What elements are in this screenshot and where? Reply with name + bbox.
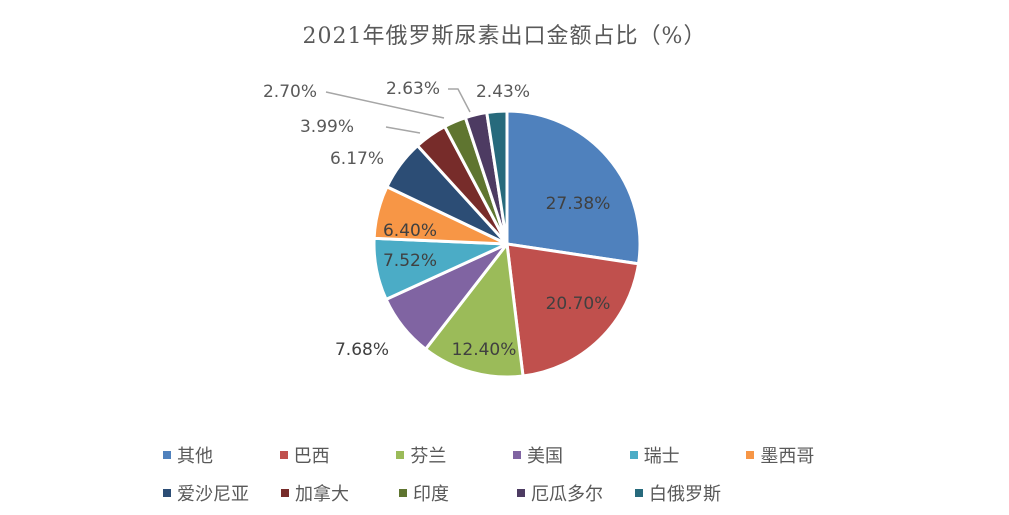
legend-swatch-icon <box>279 451 288 459</box>
pie-chart: 27.38% 20.70% 12.40% 7.68% 7.52% 6.40% 6.17% 3.… <box>263 79 642 379</box>
legend-swatch-icon <box>517 489 525 497</box>
legend-swatch-icon <box>281 489 289 497</box>
data-label: 12.40% <box>452 340 517 360</box>
legend-swatch-icon <box>513 451 522 459</box>
leader-line <box>448 88 471 113</box>
legend-item: 芬兰 <box>396 442 513 468</box>
data-label: 27.38% <box>546 194 611 214</box>
leader-line <box>385 126 421 134</box>
legend-label: 加拿大 <box>295 484 349 505</box>
pie-slice <box>505 242 641 378</box>
data-label: 2.70% <box>263 82 317 102</box>
legend-item: 厄瓜多尔 <box>517 480 635 506</box>
data-label: 6.40% <box>383 221 437 241</box>
legend-swatch-icon <box>399 489 407 497</box>
legend-row: 其他 巴西 芬兰 美国 瑞士 墨西哥 <box>163 436 863 474</box>
pie-slice <box>505 109 642 266</box>
legend-label: 爱沙尼亚 <box>177 484 249 505</box>
legend-item: 爱沙尼亚 <box>163 480 281 506</box>
legend-row: 爱沙尼亚 加拿大 印度 厄瓜多尔 白俄罗斯 <box>163 474 863 512</box>
legend-label: 白俄罗斯 <box>649 484 721 505</box>
legend-label: 厄瓜多尔 <box>531 484 603 505</box>
legend-swatch-icon <box>163 489 171 497</box>
legend-item: 墨西哥 <box>746 442 863 468</box>
leader-line <box>325 91 445 119</box>
legend-item: 印度 <box>399 480 517 506</box>
legend-item: 美国 <box>513 442 630 468</box>
legend-swatch-icon <box>746 451 755 459</box>
legend-swatch-icon <box>629 451 638 459</box>
legend-item: 白俄罗斯 <box>635 480 753 506</box>
legend-label: 美国 <box>527 446 564 467</box>
legend-item: 巴西 <box>279 442 397 468</box>
pie-slice <box>423 240 525 379</box>
data-label: 7.52% <box>383 251 437 271</box>
legend-label: 墨西哥 <box>760 446 815 467</box>
data-label: 3.99% <box>300 117 354 137</box>
data-label: 7.68% <box>335 340 389 360</box>
data-label: 2.63% <box>386 79 440 99</box>
legend-swatch-icon <box>163 451 171 459</box>
legend: 其他 巴西 芬兰 美国 瑞士 墨西哥 爱沙尼亚 加拿大 印度 厄瓜多尔 白俄罗斯 <box>163 436 863 512</box>
pie-slice <box>485 109 509 245</box>
data-label: 20.70% <box>546 294 611 314</box>
data-label: 6.17% <box>330 149 384 169</box>
legend-label: 其他 <box>177 446 213 467</box>
legend-label: 瑞士 <box>643 446 680 467</box>
legend-item: 其他 <box>163 442 280 468</box>
data-label: 2.43% <box>476 82 530 102</box>
legend-item: 加拿大 <box>281 480 399 506</box>
legend-item: 瑞士 <box>629 442 747 468</box>
legend-swatch-icon <box>396 451 405 459</box>
legend-label: 芬兰 <box>410 446 447 467</box>
chart-title: 2021年俄罗斯尿素出口金额占比（%） <box>302 24 707 49</box>
legend-label: 印度 <box>413 484 449 505</box>
legend-swatch-icon <box>635 489 643 497</box>
legend-label: 巴西 <box>293 446 330 467</box>
